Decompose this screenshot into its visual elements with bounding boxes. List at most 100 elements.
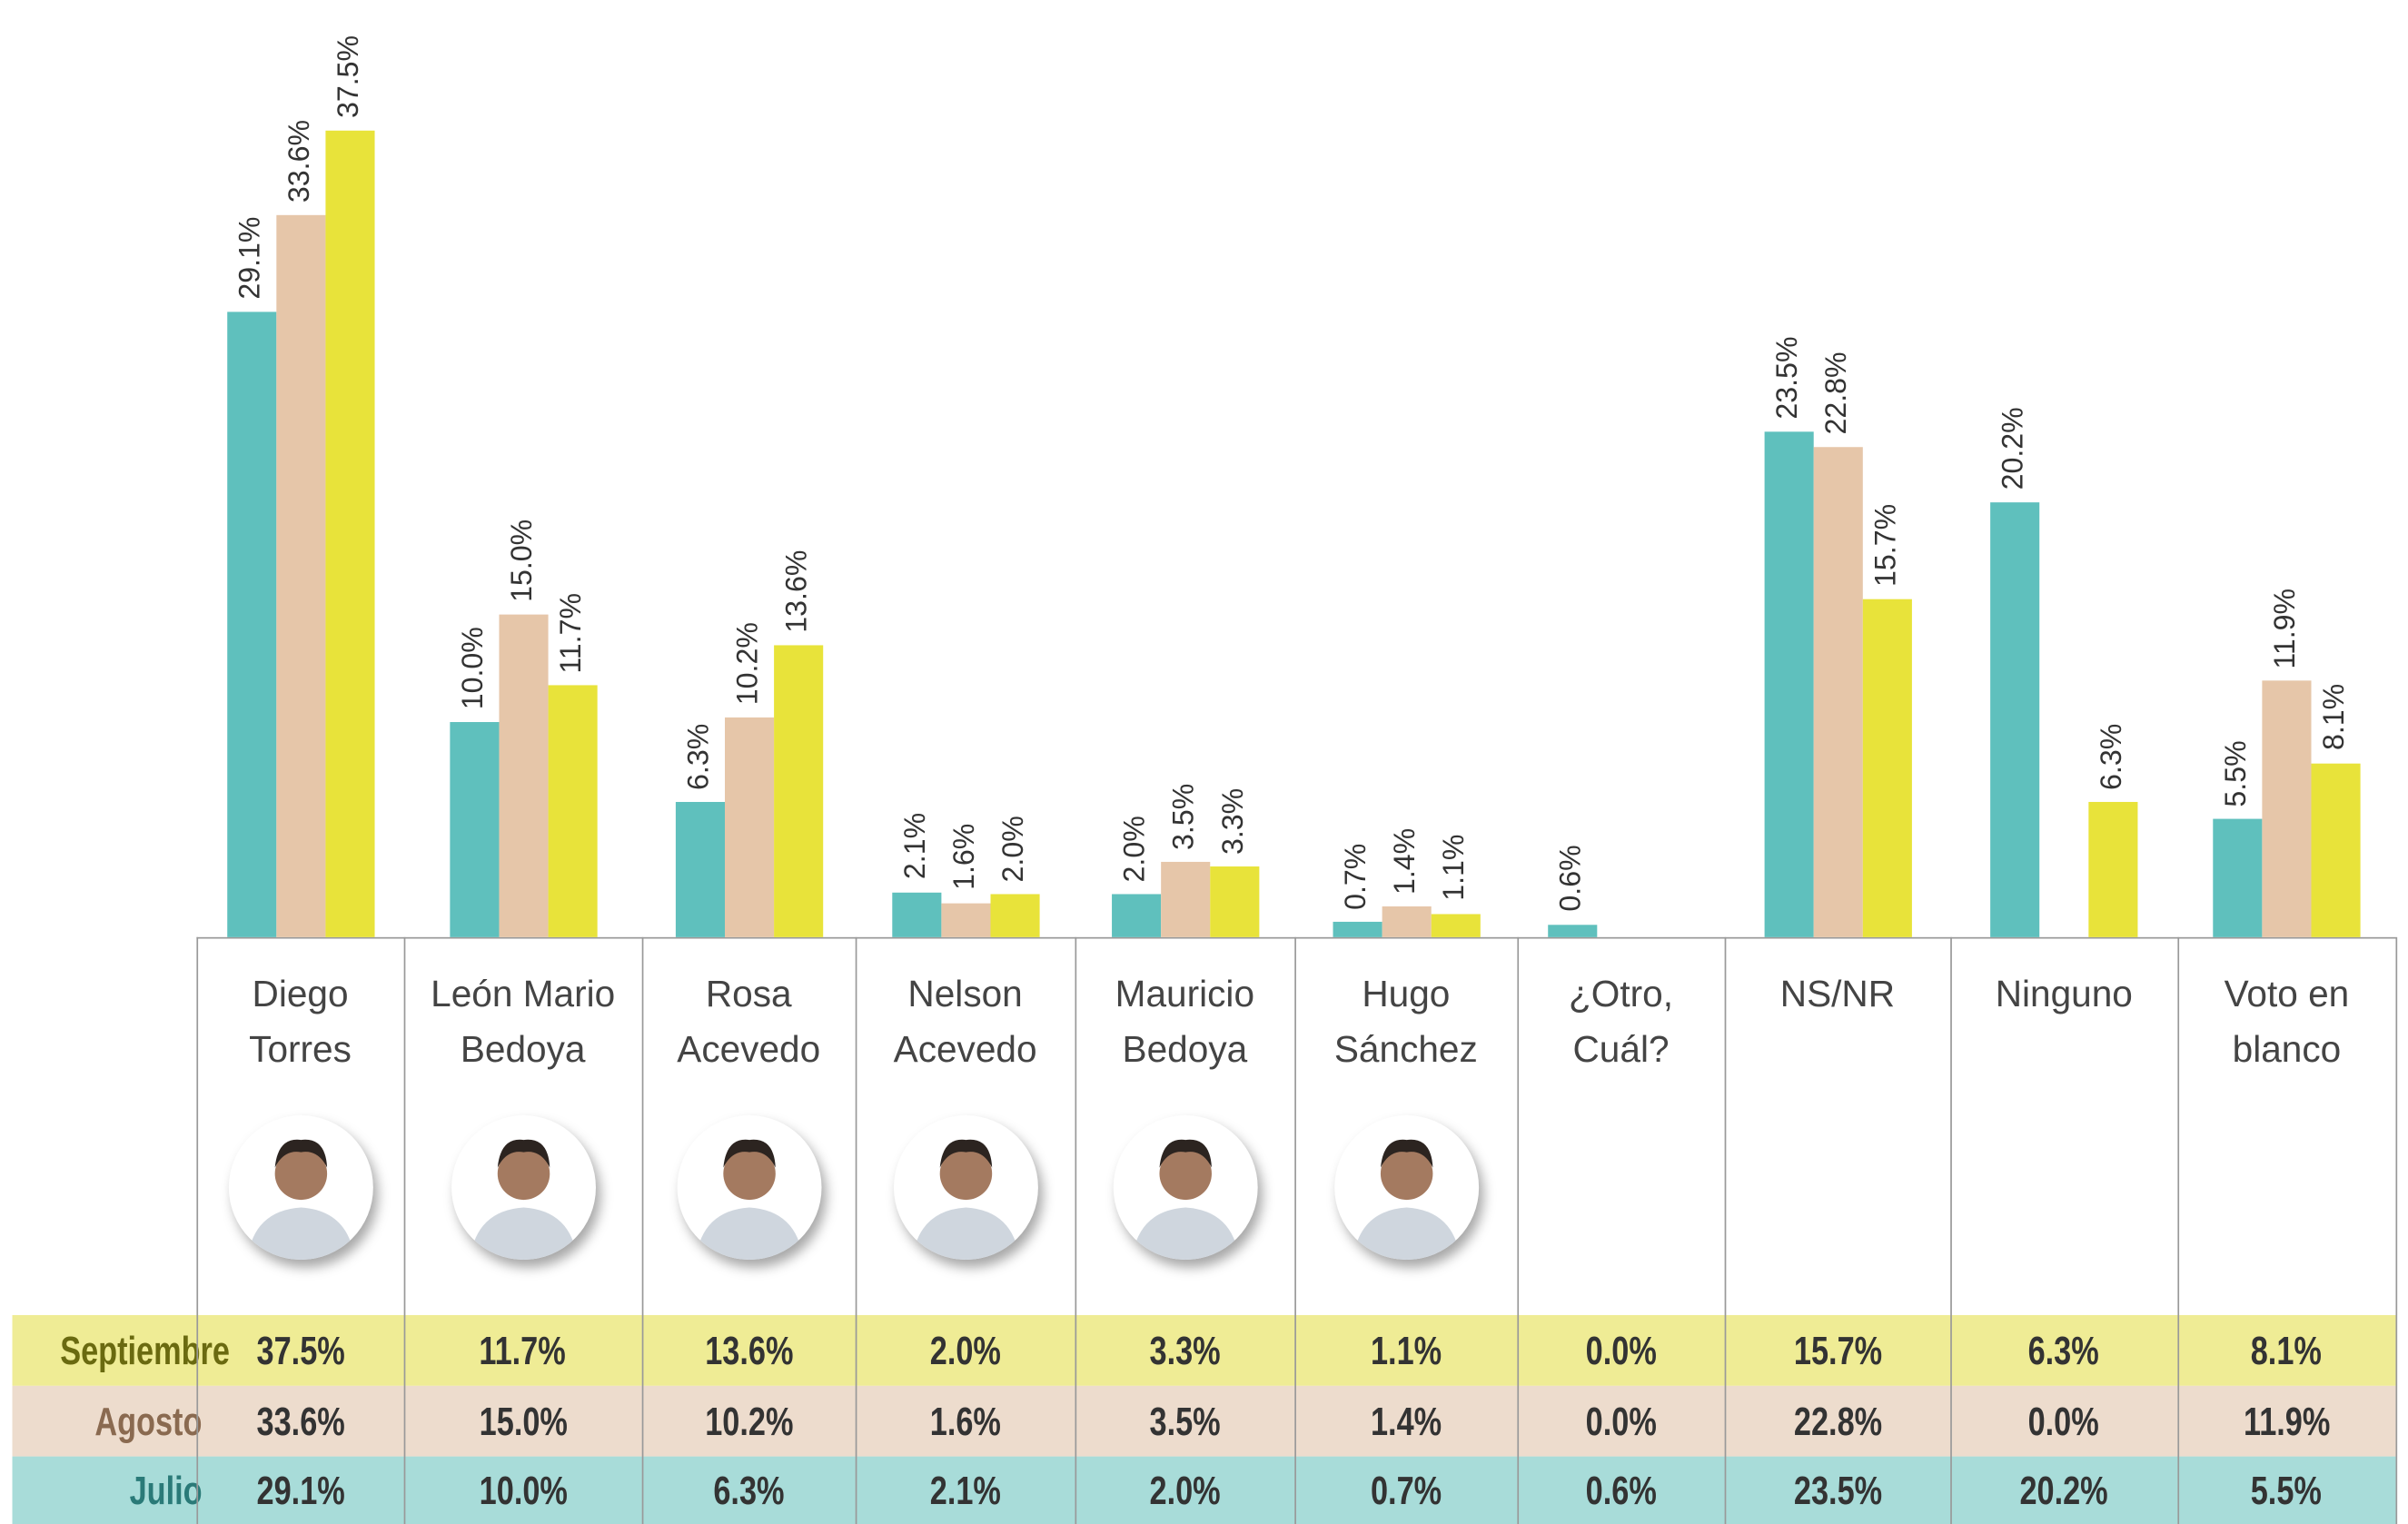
- photo-icon: [1113, 1115, 1257, 1260]
- bar: [325, 131, 374, 937]
- bar-value-label: 1.4%: [1389, 828, 1422, 895]
- candidate-photo: [1113, 1115, 1257, 1260]
- bar-value-label: 1.6%: [948, 824, 982, 890]
- table-value: 2.0%: [856, 1315, 1075, 1386]
- table-value: 10.2%: [642, 1386, 856, 1457]
- bar-value-label: 20.2%: [1998, 408, 2032, 490]
- photo-icon: [893, 1115, 1037, 1260]
- bar-value-label: 11.7%: [555, 592, 589, 673]
- bar-value-label: 2.1%: [899, 813, 933, 879]
- table-value: 11.7%: [404, 1315, 642, 1386]
- table-value: 6.3%: [1950, 1315, 2177, 1386]
- table-value: 6.3%: [642, 1457, 856, 1524]
- bar: [773, 645, 822, 937]
- bar: [1111, 894, 1160, 936]
- bar: [1813, 447, 1862, 937]
- bar: [1431, 914, 1480, 937]
- photo-icon: [228, 1115, 372, 1260]
- bar: [1382, 907, 1431, 937]
- bar-value-label: 0.7%: [1340, 843, 1373, 909]
- category-label: Mauricio Bedoya: [1075, 968, 1294, 1079]
- bar: [1160, 862, 1209, 937]
- table-value: 0.6%: [1517, 1457, 1724, 1524]
- bar: [2311, 763, 2360, 937]
- table-value: 0.0%: [1517, 1386, 1724, 1457]
- table-value: 2.0%: [1075, 1457, 1294, 1524]
- table-value: 8.1%: [2177, 1315, 2395, 1386]
- table-value: 0.0%: [1517, 1315, 1724, 1386]
- table-value: 22.8%: [1725, 1386, 1951, 1457]
- table-value: 1.1%: [1294, 1315, 1517, 1386]
- table-value: 0.7%: [1294, 1457, 1517, 1524]
- page: JulioAgostoSeptiembre Diego Torres 29.1% 29…: [0, 0, 2408, 1524]
- bar-value-label: 6.3%: [2096, 723, 2130, 789]
- candidate-photo: [893, 1115, 1037, 1260]
- row-label: Agosto: [13, 1386, 203, 1457]
- table-value: 5.5%: [2177, 1457, 2395, 1524]
- table-value: 13.6%: [642, 1315, 856, 1386]
- table-value: 3.5%: [1075, 1386, 1294, 1457]
- bar: [1209, 866, 1258, 937]
- table-column-line: [2395, 937, 2397, 1524]
- bar-value-label: 3.5%: [1168, 783, 1202, 849]
- bar: [1764, 431, 1813, 937]
- bar-value-label: 22.8%: [1820, 351, 1854, 434]
- bar: [1333, 922, 1382, 937]
- bar: [2213, 819, 2262, 937]
- category-label: NS/NR: [1725, 968, 1951, 1024]
- table-value: 29.1%: [196, 1457, 403, 1524]
- bar: [275, 214, 324, 937]
- bar: [990, 894, 1039, 936]
- bar-value-label: 13.6%: [781, 549, 815, 632]
- bar: [499, 615, 548, 937]
- bar-value-label: 2.0%: [997, 816, 1031, 882]
- photo-icon: [451, 1115, 595, 1260]
- bar-value-label: 33.6%: [283, 119, 317, 202]
- bar: [1547, 925, 1596, 937]
- row-label: Julio: [13, 1457, 203, 1524]
- bar: [1990, 502, 2039, 936]
- table-value: 0.0%: [1950, 1386, 2177, 1457]
- bar-value-label: 6.3%: [683, 723, 717, 789]
- bar-value-label: 0.6%: [1555, 846, 1589, 912]
- bar-value-label: 37.5%: [332, 35, 366, 118]
- table-value: 20.2%: [1950, 1457, 2177, 1524]
- table-value: 33.6%: [196, 1386, 403, 1457]
- bar-value-label: 15.7%: [1869, 504, 1903, 587]
- bar-value-label: 15.0%: [506, 520, 540, 602]
- category-label: Voto en blanco: [2177, 968, 2395, 1079]
- bar-value-label: 8.1%: [2319, 684, 2353, 750]
- table-value: 1.6%: [856, 1386, 1075, 1457]
- bar-value-label: 5.5%: [2221, 740, 2254, 807]
- bar: [2088, 802, 2137, 937]
- bar: [891, 892, 940, 937]
- bar-value-label: 23.5%: [1771, 337, 1805, 420]
- bar-value-label: 1.1%: [1438, 835, 1472, 901]
- bar-value-label: 29.1%: [234, 216, 268, 299]
- row-label: Septiembre: [13, 1315, 203, 1386]
- bar-value-label: 3.3%: [1217, 787, 1251, 854]
- table-value: 3.3%: [1075, 1315, 1294, 1386]
- bar-value-label: 11.9%: [2270, 589, 2304, 669]
- bar: [2262, 681, 2311, 937]
- category-label: Nelson Acevedo: [856, 968, 1075, 1079]
- photo-icon: [677, 1115, 821, 1260]
- bar: [548, 686, 597, 937]
- table-value: 37.5%: [196, 1315, 403, 1386]
- bar-value-label: 10.2%: [732, 623, 766, 706]
- bar: [1862, 599, 1911, 937]
- bar: [675, 802, 724, 937]
- category-label: Ninguno: [1950, 968, 2177, 1024]
- table-value: 2.1%: [856, 1457, 1075, 1524]
- table-value: 11.9%: [2177, 1386, 2395, 1457]
- bar: [941, 903, 990, 937]
- candidate-photo: [451, 1115, 595, 1260]
- bar: [450, 722, 499, 937]
- bar-value-label: 10.0%: [457, 627, 491, 709]
- candidate-photo: [1333, 1115, 1478, 1260]
- table-value: 15.7%: [1725, 1315, 1951, 1386]
- category-label: Hugo Sánchez: [1294, 968, 1517, 1079]
- category-label: Rosa Acevedo: [642, 968, 856, 1079]
- candidate-photo: [677, 1115, 821, 1260]
- category-label: Diego Torres: [196, 968, 403, 1079]
